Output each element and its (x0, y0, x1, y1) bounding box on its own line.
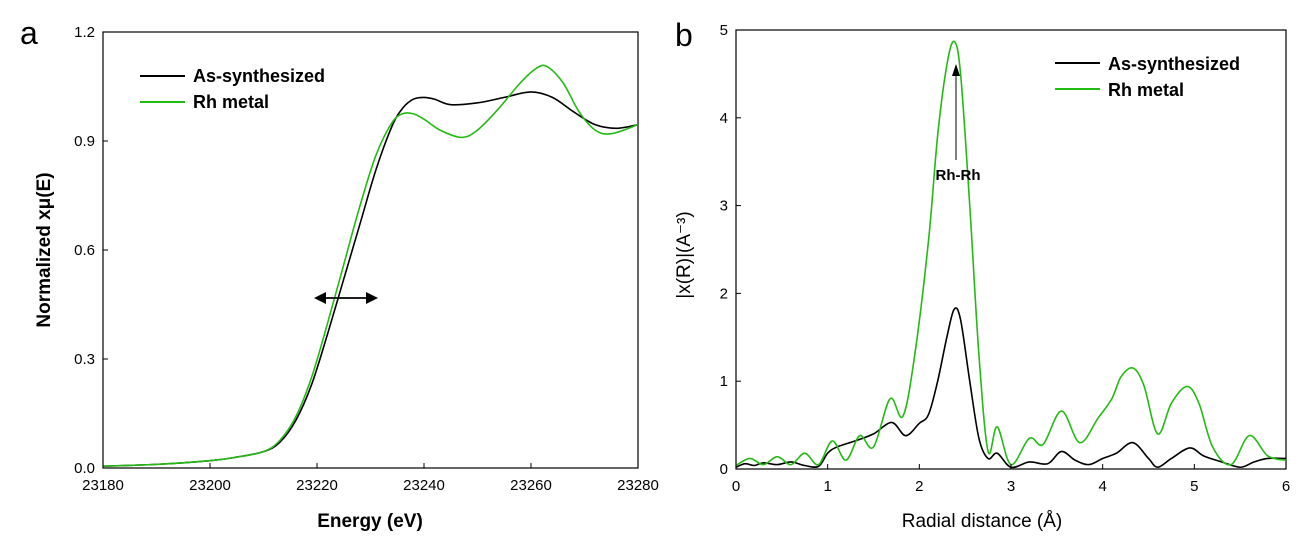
panel-a-letter: a (20, 15, 38, 51)
panel-a-xlabel: Energy (eV) (317, 511, 423, 532)
panel-a-y-tick-label: 1.2 (74, 24, 95, 41)
panel-b-y-tick-label: 5 (720, 22, 728, 39)
panel-a-y-tick-label: 0.0 (74, 460, 95, 477)
legend-b-as-synthesized: As-synthesized (1108, 54, 1240, 74)
panel-b-x-tick-label: 0 (732, 478, 740, 495)
panel-a-y-tick-label: 0.6 (74, 242, 95, 259)
panel-b-x-tick-label: 5 (1190, 478, 1198, 495)
panel-b-y-tick-label: 1 (720, 373, 728, 390)
panel-b-y-tick-label: 2 (720, 285, 728, 302)
panel-b-x-tick-label: 1 (823, 478, 831, 495)
panel-b-y-tick-label: 0 (720, 461, 728, 478)
panel-b-rh-rh-arrow (952, 64, 960, 160)
panel-a-ylabel: Normalized xμ(E) (34, 172, 55, 327)
panel-b-ticks: 0 1 2 3 4 5 6 0 1 2 3 4 5 (720, 22, 1291, 495)
panel-a-x-tick-label: 23220 (296, 477, 338, 494)
panel-b: b 0 1 2 3 4 5 6 0 1 2 3 4 5 Radial distance (Å) |x(R… (674, 17, 1290, 532)
panel-a: a 23180 23200 23220 23240 23260 23280 0.0 0.3 0.… (20, 15, 659, 532)
panel-b-y-tick-label: 4 (720, 110, 728, 127)
panel-b-x-tick-label: 6 (1282, 478, 1290, 495)
panel-b-annotation-rh-rh: Rh-Rh (936, 167, 981, 184)
panel-b-series-rh-metal (735, 40, 1287, 467)
panel-a-series (102, 64, 639, 467)
legend-a-rh-metal: Rh metal (193, 92, 269, 112)
legend-b-rh-metal: Rh metal (1108, 80, 1184, 100)
panel-a-y-tick-label: 0.3 (74, 351, 95, 368)
panel-b-series (735, 40, 1287, 469)
panel-a-x-tick-label: 23260 (510, 477, 552, 494)
panel-b-series-as-synthesized (735, 307, 1287, 469)
legend-a-as-synthesized: As-synthesized (193, 66, 325, 86)
panel-b-x-tick-label: 4 (1098, 478, 1106, 495)
panel-a-x-tick-label: 23200 (189, 477, 231, 494)
panel-b-ylabel: |x(R)|(A⁻³) (674, 211, 695, 298)
panel-a-plot-frame (102, 31, 639, 469)
panel-a-x-tick-label: 23280 (617, 477, 659, 494)
panel-a-y-tick-label: 0.9 (74, 133, 95, 150)
panel-b-letter: b (675, 17, 693, 53)
panel-a-series-rh-metal (102, 64, 639, 467)
panel-b-plot-frame (735, 29, 1287, 470)
panel-a-x-tick-label: 23180 (82, 477, 124, 494)
panel-a-series-as-synthesized (102, 91, 639, 467)
panel-b-y-tick-label: 3 (720, 198, 728, 215)
panel-a-ticks: 23180 23200 23220 23240 23260 23280 0.0 0.3 0.6 0… (74, 24, 659, 494)
panel-a-x-tick-label: 23240 (403, 477, 445, 494)
panel-a-double-arrow (314, 292, 378, 304)
panel-b-xlabel: Radial distance (Å) (902, 511, 1063, 532)
panel-b-x-tick-label: 2 (915, 478, 923, 495)
panel-b-x-tick-label: 3 (1007, 478, 1015, 495)
